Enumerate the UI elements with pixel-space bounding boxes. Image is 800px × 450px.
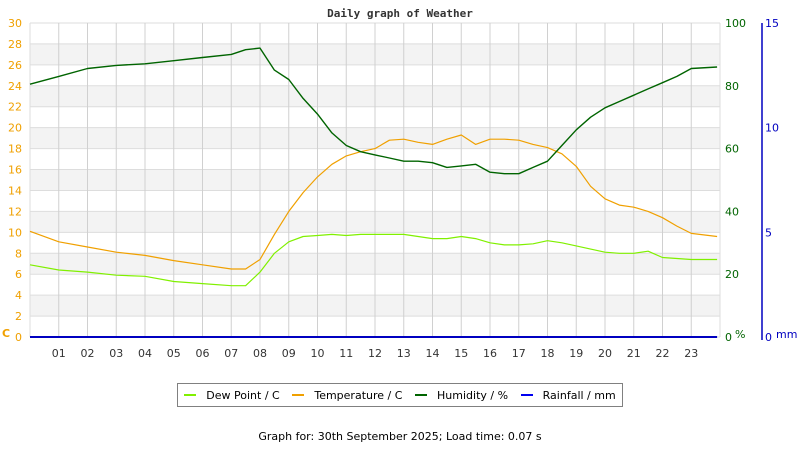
svg-text:mm: mm bbox=[776, 328, 797, 341]
svg-text:12: 12 bbox=[368, 347, 382, 360]
graph-footer: Graph for: 30th September 2025; Load tim… bbox=[258, 430, 542, 443]
svg-text:10: 10 bbox=[8, 226, 22, 239]
svg-text:07: 07 bbox=[224, 347, 238, 360]
chart-title: Daily graph of Weather bbox=[327, 7, 473, 20]
svg-text:0: 0 bbox=[725, 331, 732, 344]
svg-text:15: 15 bbox=[765, 17, 779, 30]
svg-text:0: 0 bbox=[765, 331, 772, 344]
svg-text:100: 100 bbox=[725, 17, 746, 30]
svg-text:19: 19 bbox=[569, 347, 583, 360]
svg-text:80: 80 bbox=[725, 80, 739, 93]
svg-text:0: 0 bbox=[15, 331, 22, 344]
legend-label: Humidity / % bbox=[437, 388, 509, 402]
chart-legend: Dew Point / C Temperature / C Humidity /… bbox=[177, 383, 623, 407]
svg-text:18: 18 bbox=[8, 143, 22, 156]
svg-text:6: 6 bbox=[15, 268, 22, 281]
svg-text:10: 10 bbox=[311, 347, 325, 360]
legend-item-temperature: Temperature / C bbox=[292, 389, 402, 402]
legend-item-rainfall: Rainfall / mm bbox=[520, 388, 616, 402]
legend-item-humidity: Humidity / % bbox=[415, 389, 508, 402]
legend-label: Dew Point / C bbox=[206, 388, 280, 402]
svg-text:15: 15 bbox=[454, 347, 468, 360]
svg-text:2: 2 bbox=[15, 310, 22, 323]
legend-swatch bbox=[520, 394, 533, 396]
svg-text:14: 14 bbox=[8, 184, 22, 197]
svg-text:10: 10 bbox=[765, 122, 779, 135]
svg-text:40: 40 bbox=[725, 205, 739, 218]
svg-text:12: 12 bbox=[8, 205, 22, 218]
svg-text:20: 20 bbox=[598, 347, 612, 360]
svg-text:8: 8 bbox=[15, 247, 22, 260]
svg-text:22: 22 bbox=[656, 347, 670, 360]
svg-text:04: 04 bbox=[138, 347, 152, 360]
svg-text:60: 60 bbox=[725, 143, 739, 156]
svg-text:01: 01 bbox=[52, 347, 66, 360]
svg-text:11: 11 bbox=[339, 347, 353, 360]
svg-text:22: 22 bbox=[8, 101, 22, 114]
svg-text:C: C bbox=[2, 327, 10, 340]
svg-text:%: % bbox=[735, 328, 745, 341]
legend-swatch bbox=[415, 394, 428, 396]
svg-text:02: 02 bbox=[81, 347, 95, 360]
svg-text:24: 24 bbox=[8, 80, 22, 93]
legend-label: Rainfall / mm bbox=[542, 388, 616, 402]
data-lines bbox=[29, 47, 718, 338]
svg-text:03: 03 bbox=[109, 347, 123, 360]
svg-text:08: 08 bbox=[253, 347, 267, 360]
legend-swatch bbox=[292, 394, 305, 396]
axes: 01 02 03 04 05 06 07 08 09 10 11 12 13 14 15 16 17 18 19 20… bbox=[2, 17, 797, 360]
svg-text:16: 16 bbox=[8, 164, 22, 177]
legend-swatch bbox=[184, 394, 197, 396]
svg-text:06: 06 bbox=[196, 347, 210, 360]
svg-text:13: 13 bbox=[397, 347, 411, 360]
svg-text:17: 17 bbox=[512, 347, 526, 360]
weather-chart: Daily graph of Weather 01 02 03 04 05 06 07 08 0… bbox=[2, 7, 797, 360]
legend-item-dew-point: Dew Point / C bbox=[184, 388, 280, 402]
svg-text:18: 18 bbox=[541, 347, 555, 360]
svg-text:16: 16 bbox=[483, 347, 497, 360]
svg-text:30: 30 bbox=[8, 17, 22, 30]
svg-text:4: 4 bbox=[15, 289, 22, 302]
legend-label: Temperature / C bbox=[314, 388, 403, 402]
svg-text:14: 14 bbox=[426, 347, 440, 360]
svg-text:20: 20 bbox=[725, 268, 739, 281]
svg-text:28: 28 bbox=[8, 38, 22, 51]
svg-text:26: 26 bbox=[8, 59, 22, 72]
svg-text:23: 23 bbox=[684, 347, 698, 360]
svg-text:5: 5 bbox=[765, 226, 772, 239]
svg-text:05: 05 bbox=[167, 347, 181, 360]
svg-text:09: 09 bbox=[282, 347, 296, 360]
svg-text:20: 20 bbox=[8, 122, 22, 135]
svg-text:21: 21 bbox=[627, 347, 641, 360]
